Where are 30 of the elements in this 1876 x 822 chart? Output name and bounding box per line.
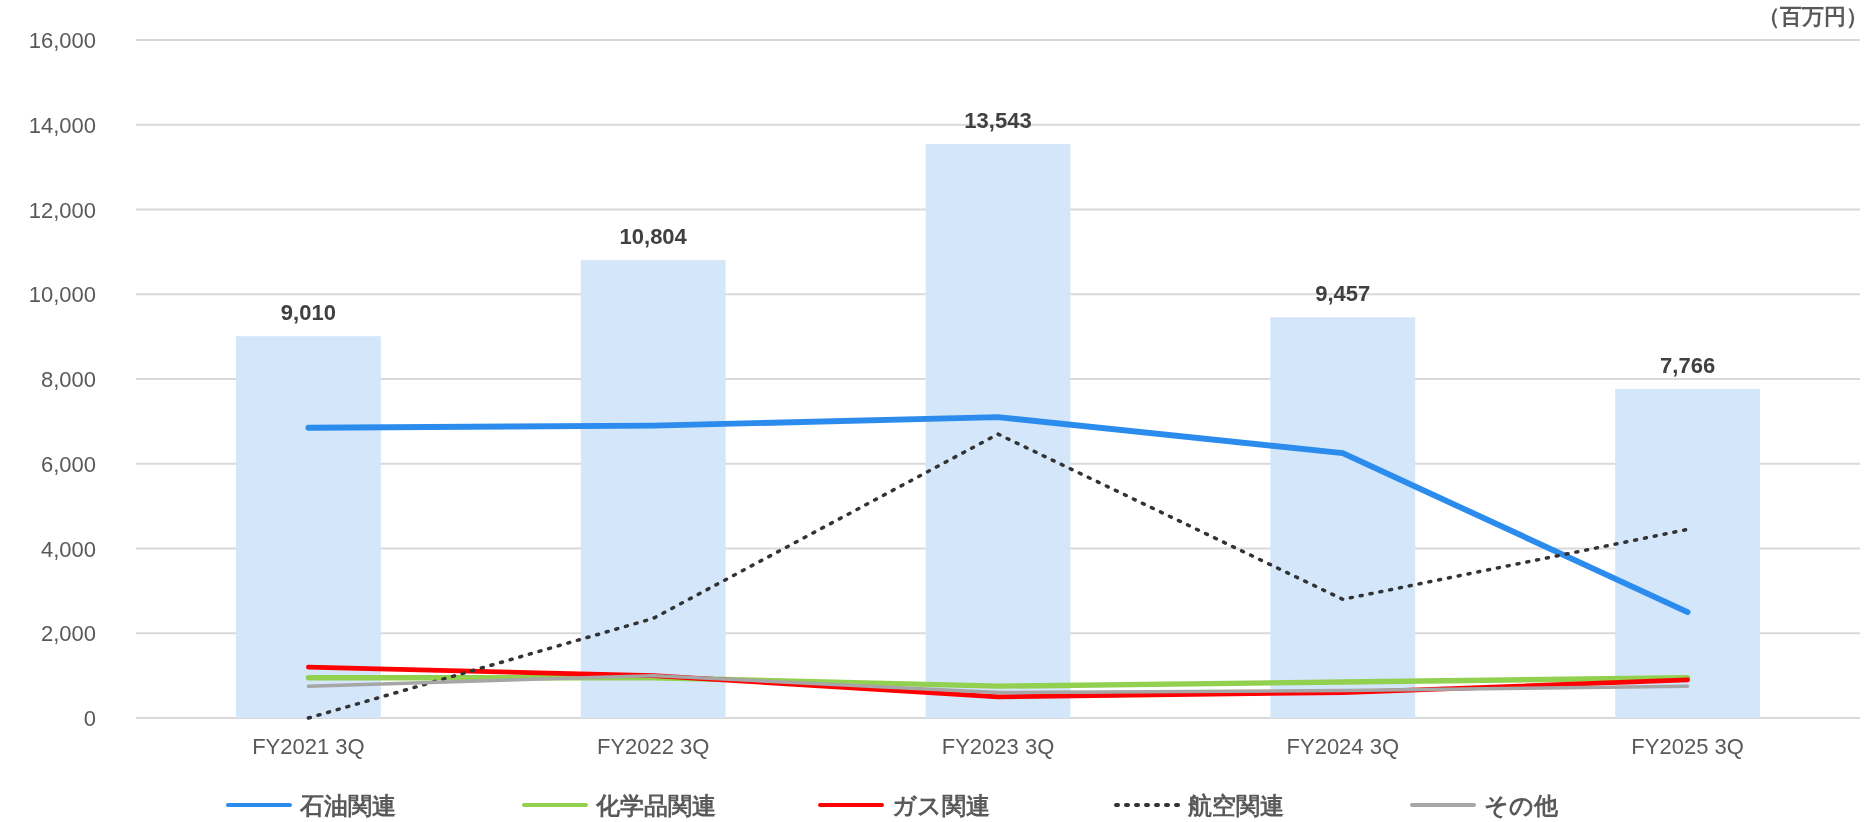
legend-label: 航空関連: [1187, 792, 1284, 819]
y-tick-label: 16,000: [28, 28, 96, 53]
y-tick-label: 10,000: [28, 282, 96, 308]
bar: [1615, 388, 1761, 718]
y-tick-label: 6,000: [40, 451, 96, 477]
y-tick-label: 8,000: [40, 367, 96, 392]
y-tick-label: 2,000: [40, 621, 96, 647]
data-label: 9,010: [280, 300, 336, 326]
bar: [580, 260, 726, 718]
x-tick-label: FY2025 3Q: [1631, 734, 1744, 759]
data-label: 9,457: [1315, 281, 1371, 307]
x-tick-label: FY2024 3Q: [1286, 734, 1400, 759]
legend-label: 石油関連: [299, 792, 396, 819]
x-tick-label: FY2022 3Q: [596, 734, 710, 759]
bar: [235, 336, 381, 718]
bar: [1270, 317, 1416, 718]
x-tick-label: FY2021 3Q: [252, 734, 365, 759]
data-label: 13,543: [964, 108, 1032, 134]
data-label: 7,766: [1660, 352, 1716, 378]
legend-label: ガス関連: [892, 792, 990, 819]
data-label: 10,804: [619, 224, 688, 250]
y-tick-label: 12,000: [28, 197, 96, 223]
legend-label: その他: [1484, 792, 1559, 819]
text: （百万円）: [1758, 4, 1868, 29]
y-tick-label: 0: [83, 706, 96, 731]
y-tick-label: 14,000: [28, 112, 96, 138]
x-tick-label: FY2023 3Q: [941, 734, 1055, 759]
bar: [925, 144, 1071, 718]
y-tick-label: 4,000: [40, 536, 96, 562]
legend-label: 化学品関連: [595, 792, 716, 819]
